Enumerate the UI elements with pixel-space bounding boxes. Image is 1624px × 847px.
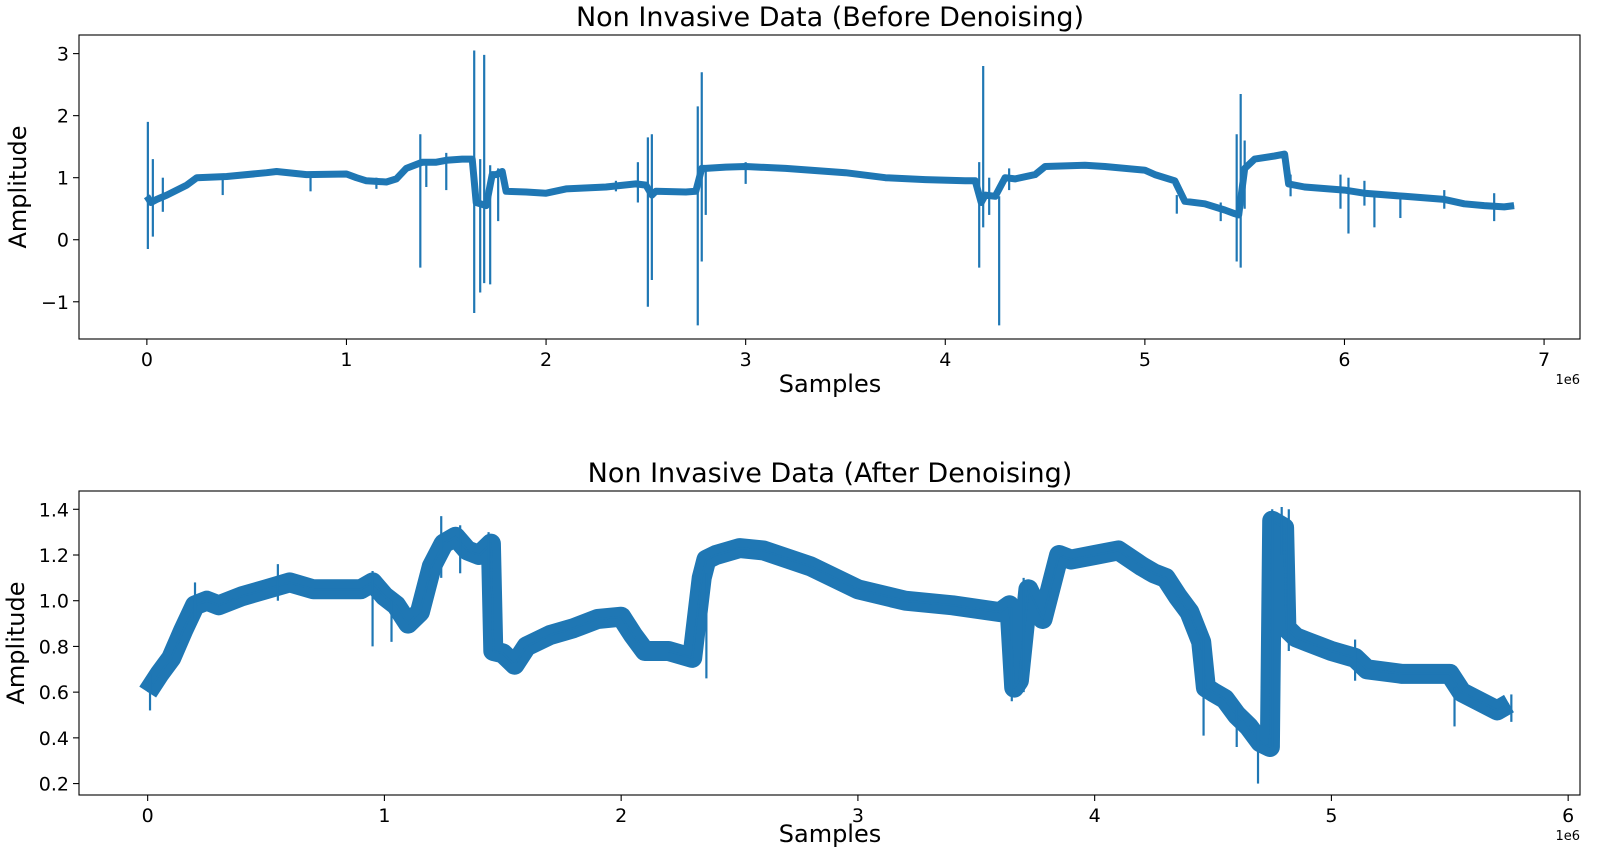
y-axis-ticks: −1 0 1 2 3 <box>41 44 79 314</box>
x-tick-label: 6 <box>1338 349 1350 371</box>
y-tick-label: 1 <box>57 168 69 190</box>
x-tick-label: 4 <box>939 349 951 371</box>
x-tick-label: 3 <box>740 349 752 371</box>
y-tick-label: 0.8 <box>39 636 69 658</box>
series-line <box>139 510 1514 757</box>
y-tick-label: 1.2 <box>39 545 69 567</box>
x-axis-label: Samples <box>779 370 882 398</box>
x-tick-label: 0 <box>142 805 154 827</box>
x-axis-ticks: 0 1 2 3 4 5 6 <box>142 795 1574 827</box>
y-tick-label: 0.2 <box>39 774 69 796</box>
x-tick-label: 2 <box>540 349 552 371</box>
y-tick-label: 0.6 <box>39 682 69 704</box>
y-tick-label: 1.4 <box>39 499 69 521</box>
y-tick-label: 0 <box>57 230 69 252</box>
chart-title: Non Invasive Data (After Denoising) <box>588 458 1073 489</box>
y-axis-label: Amplitude <box>2 582 30 705</box>
chart-after-denoising: Non Invasive Data (After Denoising) 0 1 2 3… <box>2 458 1581 847</box>
y-tick-label: 2 <box>57 106 69 128</box>
y-axis-ticks: 0.2 0.4 0.6 0.8 1.0 1.2 1.4 <box>39 499 79 796</box>
plot-frame <box>78 490 1581 796</box>
x-tick-label: 1 <box>378 805 390 827</box>
x-axis-label: Samples <box>779 820 882 847</box>
series-line <box>143 150 1515 219</box>
x-tick-label: 7 <box>1538 349 1550 371</box>
y-tick-label: 0.4 <box>39 728 69 750</box>
x-tick-label: 0 <box>141 349 153 371</box>
x-tick-label: 1 <box>340 349 352 371</box>
plot-area <box>139 507 1514 784</box>
x-tick-label: 2 <box>615 805 627 827</box>
chart-title: Non Invasive Data (Before Denoising) <box>576 2 1084 33</box>
x-axis-offset-label: 1e6 <box>1555 373 1580 388</box>
y-tick-label: 3 <box>57 44 69 66</box>
y-tick-label: 1.0 <box>39 591 69 613</box>
chart-before-denoising: Non Invasive Data (Before Denoising) 0 1 2… <box>4 2 1581 398</box>
plot-frame <box>78 34 1581 340</box>
x-tick-label: 5 <box>1139 349 1151 371</box>
x-axis-offset-label: 1e6 <box>1555 829 1580 844</box>
x-tick-label: 4 <box>1089 805 1101 827</box>
x-tick-label: 5 <box>1325 805 1337 827</box>
x-tick-label: 3 <box>852 805 864 827</box>
x-tick-label: 6 <box>1562 805 1574 827</box>
y-tick-label: −1 <box>41 292 69 314</box>
series-line-core <box>146 519 1510 748</box>
x-axis-ticks: 0 1 2 3 4 5 6 7 <box>141 339 1550 371</box>
y-axis-label: Amplitude <box>4 126 32 249</box>
plot-area <box>143 50 1515 326</box>
